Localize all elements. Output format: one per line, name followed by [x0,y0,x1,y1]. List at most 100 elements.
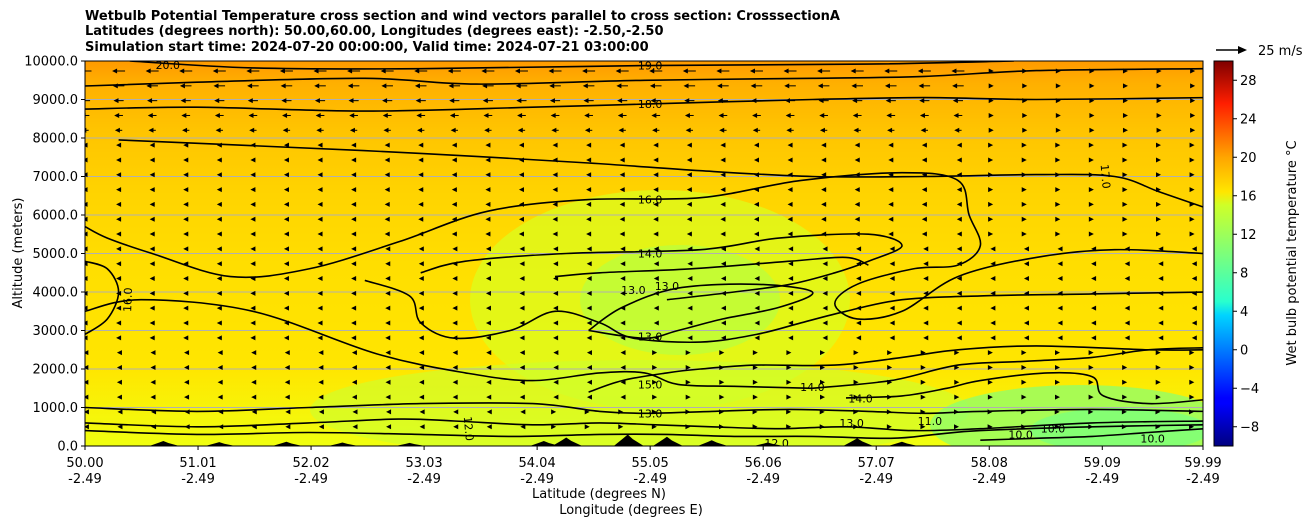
wind-vector-head [956,231,962,237]
wind-vector-head [921,216,927,222]
wind-vector-head [856,290,862,296]
wind-vector-head [184,424,190,430]
wind-vector-head [653,261,659,267]
wind-vector-head [1089,112,1095,118]
wind-vector-head [418,231,424,237]
wind-vector-head [1088,379,1094,385]
wind-vector-head [418,335,424,341]
colorbar-tick-label: 4 [1240,305,1248,320]
wind-vector-head [1057,335,1063,341]
wind-vector-head [1122,216,1128,222]
wind-vector-head [856,305,862,311]
wind-vector-head [1055,364,1061,370]
contour-label: 13.0 [839,417,864,430]
wind-vector-head [250,231,256,237]
wind-vector-head [918,83,924,89]
wind-vector-head [516,98,522,104]
contour-label: 15.0 [638,378,663,391]
wind-vector-head [419,424,425,430]
wind-vector-head [619,157,625,163]
wind-vector-head [1023,290,1029,296]
wind-vector-head [987,394,993,400]
wind-vector-head [586,364,592,370]
wind-vector-head [854,142,860,148]
wind-vector-head [351,320,357,326]
wind-vector-head [418,172,424,178]
wind-vector-head [988,172,994,178]
wind-vector-head [786,394,792,400]
wind-vector-head [1158,305,1164,311]
wind-vector-head [347,68,353,74]
x-tick-label-lat: 58.08 [971,456,1008,471]
wind-vector-head [85,276,88,282]
wind-vector-head [283,290,289,296]
wind-vector-head [85,335,88,341]
wind-vector-head [821,216,827,222]
wind-vector-head [990,261,996,267]
wind-vector-head [179,83,185,89]
wind-vector-head [852,98,858,104]
wind-vector-head [148,127,154,133]
wind-vector-head [853,364,859,370]
wind-vector-head [116,172,122,178]
colorbar-tick-label: 24 [1240,112,1257,127]
wind-vector-head [988,127,994,133]
wind-vector-head [183,201,189,207]
wind-vector-head [317,157,323,163]
wind-vector-head [553,394,559,400]
wind-vector-head [854,216,860,222]
wind-vector-head [752,350,758,356]
wind-vector-head [318,424,324,430]
wind-vector-head [418,276,424,282]
wind-vector-head [719,379,725,385]
wind-vector-head [515,83,521,89]
wind-vector-head [887,379,893,385]
wind-vector-head [653,335,659,341]
wind-vector-head [754,305,760,311]
wind-vector-head [283,320,289,326]
wind-vector-head [250,320,256,326]
wind-vector-head [251,394,257,400]
wind-vector-head [482,98,488,104]
wind-vector-head [615,68,621,74]
wind-vector-head [988,201,994,207]
wind-vector-head [1054,409,1060,415]
wind-vector-head [720,216,726,222]
wind-vector-head [954,394,960,400]
wind-vector-head [1189,201,1195,207]
wind-vector-head [418,290,424,296]
wind-vector-head [116,379,122,385]
wind-vector-head [149,320,155,326]
wind-vector-head [251,350,257,356]
wind-vector-head [1022,68,1028,74]
wind-vector-head [1055,142,1061,148]
wind-vector-head [1091,246,1097,252]
wind-vector-head [149,142,155,148]
contour-line-13 [554,256,869,278]
wind-vector-head [850,68,856,74]
wind-vector-head [885,98,891,104]
wind-vector-head [518,187,524,193]
wind-vector-head [619,187,625,193]
wind-vector-head [1122,350,1128,356]
plot-area: 20.0 19.0 18.0 17.0 16.0 16.0 14.0 13.0 13.0 13.0… [85,61,1203,446]
colorbar-tick-label: 20 [1240,151,1257,166]
wind-vector-head [452,394,458,400]
wind-vector-head [250,187,256,193]
wind-vector-head [720,276,726,282]
wind-vector-head [990,335,996,341]
wind-vector-head [952,98,958,104]
quiver-key-arrowhead [1238,46,1247,54]
wind-vector-head [917,68,923,74]
wind-vector-head [620,290,626,296]
wind-vector-head [552,142,558,148]
wind-vector-head [1055,157,1061,163]
wind-vector-head [486,394,492,400]
y-tick-label: 6000.0 [33,209,79,224]
wind-vector-head [149,335,155,341]
wind-vector-head [586,379,592,385]
wind-vector-head [788,276,794,282]
wind-vector-head [519,394,525,400]
wind-vector-head [888,216,894,222]
wind-vector-head [888,157,894,163]
